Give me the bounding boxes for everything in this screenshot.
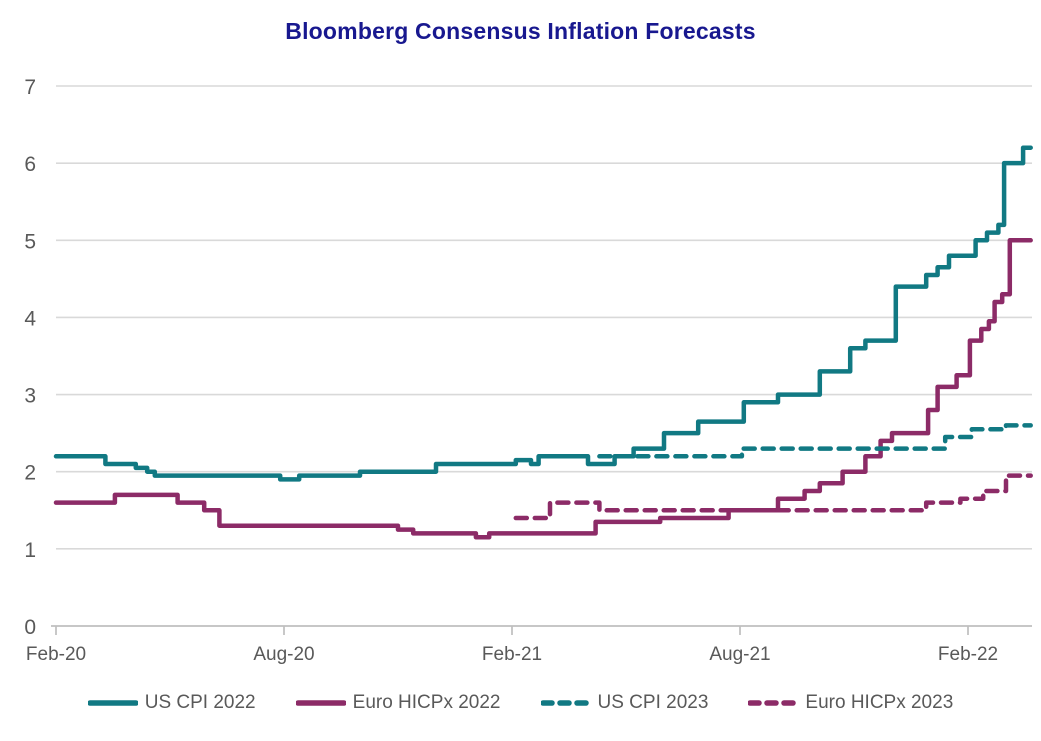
chart-legend: US CPI 2022 Euro HICPx 2022 US CPI 2023 Eur… bbox=[0, 692, 1041, 714]
y-axis-label-4: 4 bbox=[24, 307, 36, 330]
y-axis-label-2: 2 bbox=[24, 462, 36, 485]
legend-label: Euro HICPx 2023 bbox=[805, 692, 954, 713]
chart-title: Bloomberg Consensus Inflation Forecasts bbox=[285, 18, 756, 44]
x-axis-label-Feb-22: Feb-22 bbox=[938, 644, 998, 665]
x-axis-label-Aug-20: Aug-20 bbox=[253, 644, 314, 665]
x-axis-label-Feb-21: Feb-21 bbox=[482, 644, 542, 665]
y-axis-label-5: 5 bbox=[24, 230, 36, 253]
legend-label: US CPI 2022 bbox=[144, 692, 256, 713]
legend-label: US CPI 2023 bbox=[597, 692, 709, 713]
series-line-euro-hicpx-2022 bbox=[53, 238, 1033, 540]
series-line-euro-hicpx-2023 bbox=[513, 473, 1033, 521]
solid-line-swatch-icon bbox=[295, 700, 346, 706]
legend-item-euro-hicpx-2023: Euro HICPx 2023 bbox=[748, 692, 953, 714]
legend-label: Euro HICPx 2022 bbox=[352, 692, 501, 713]
solid-line-swatch-icon bbox=[87, 700, 138, 706]
x-axis-label-Feb-20: Feb-20 bbox=[26, 644, 86, 665]
y-axis-label-6: 6 bbox=[24, 153, 36, 176]
dashed-line-swatch-icon bbox=[540, 700, 591, 706]
y-axis-label-3: 3 bbox=[24, 385, 36, 408]
x-axis-label-Aug-21: Aug-21 bbox=[709, 644, 770, 665]
y-axis-label-0: 0 bbox=[24, 616, 36, 639]
legend-item-us-cpi-2023: US CPI 2023 bbox=[540, 692, 709, 714]
series-line-us-cpi-2022 bbox=[53, 145, 1033, 482]
legend-item-us-cpi-2022: US CPI 2022 bbox=[87, 692, 256, 714]
y-axis-label-7: 7 bbox=[24, 76, 36, 99]
y-axis-label-1: 1 bbox=[24, 539, 36, 562]
legend-item-euro-hicpx-2022: Euro HICPx 2022 bbox=[295, 692, 501, 714]
series-line-us-cpi-2023 bbox=[597, 423, 1033, 459]
dashed-line-swatch-icon bbox=[748, 700, 799, 706]
